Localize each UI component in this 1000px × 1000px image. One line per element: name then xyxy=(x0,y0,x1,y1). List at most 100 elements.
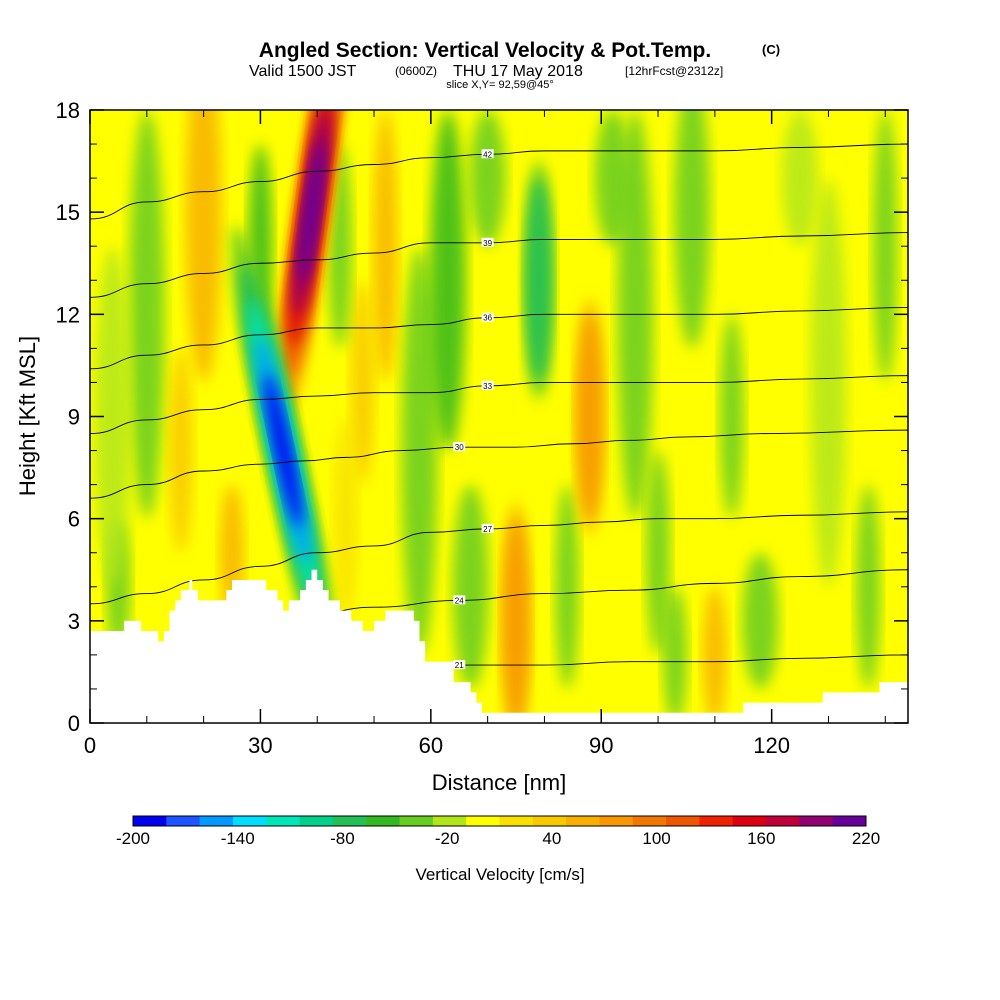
colorbar-tick-label-6: 160 xyxy=(747,829,775,848)
subtitle-fcst: [12hrFcst@2312z] xyxy=(625,64,723,78)
colorbar-swatch-4 xyxy=(266,816,301,826)
velocity-cell-13 xyxy=(719,314,744,519)
downdraft-core-4-1 xyxy=(525,178,552,383)
colorbar-swatch-3 xyxy=(232,816,267,826)
isentrope-label-36: 36 xyxy=(483,314,492,323)
subtitle-prefix: Valid 1500 JST xyxy=(249,63,357,80)
colorbar-swatch-12 xyxy=(532,816,567,826)
colorbar-tick-label-0: -200 xyxy=(116,829,150,848)
velocity-cell-8 xyxy=(350,280,375,485)
isentrope-label-27: 27 xyxy=(483,525,492,534)
colorbar xyxy=(132,815,867,827)
isentrope-label-bg-42 xyxy=(481,149,494,159)
x-tick-label-0: 0 xyxy=(84,733,96,758)
isentrope-30 xyxy=(90,429,908,499)
x-tick-label-90: 90 xyxy=(589,733,613,758)
isentrope-label-30: 30 xyxy=(455,443,464,452)
y-tick-label-18: 18 xyxy=(56,98,80,123)
colorbar-swatch-14 xyxy=(599,816,634,826)
velocity-cell-26 xyxy=(469,110,506,247)
x-tick-label-120: 120 xyxy=(753,733,790,758)
x-axis-label: Distance [nm] xyxy=(432,770,567,795)
isentrope-label-21: 21 xyxy=(455,661,464,670)
velocity-cell-9 xyxy=(333,416,358,621)
velocity-cell-6 xyxy=(429,110,466,451)
velocity-cell-22 xyxy=(856,484,881,689)
colorbar-swatch-11 xyxy=(499,816,534,826)
velocity-cell-14 xyxy=(742,552,779,689)
velocity-field xyxy=(94,110,898,723)
velocity-cell-21 xyxy=(702,586,727,723)
isentrope-label-bg-30 xyxy=(453,442,466,452)
colorbar-ticks: -200 -140 -80 -20 40 100 160 220 xyxy=(116,829,880,848)
isentrope-label-39: 39 xyxy=(483,239,492,248)
chart-title: Angled Section: Vertical Velocity & Pot.… xyxy=(259,39,711,62)
colorbar-swatch-10 xyxy=(466,816,500,826)
isentrope-39 xyxy=(90,232,908,298)
isentrope-label-33: 33 xyxy=(483,382,492,391)
updraft-core-0-5 xyxy=(298,141,325,284)
isentrope-label-24: 24 xyxy=(455,596,464,605)
colorbar-swatch-2 xyxy=(199,816,234,826)
chart-title-tag: (C) xyxy=(762,42,780,57)
velocity-cell-12 xyxy=(674,110,711,349)
velocity-cell-23 xyxy=(94,246,131,587)
colorbar-tick-label-7: 220 xyxy=(852,829,880,848)
colorbar-swatch-6 xyxy=(332,816,367,826)
colorbar-swatch-13 xyxy=(566,816,600,826)
isentrope-42 xyxy=(90,143,908,220)
isentrope-27 xyxy=(90,511,908,605)
y-tick-label-12: 12 xyxy=(56,302,80,327)
velocity-cell-20 xyxy=(555,484,580,689)
velocity-cell-7 xyxy=(373,110,398,383)
colorbar-swatch-20 xyxy=(799,816,834,826)
colorbar-swatch-15 xyxy=(632,816,667,826)
isentropes: 21 24 27 30 33 36 39 42 xyxy=(90,143,908,707)
subtitle-date: THU 17 May 2018 xyxy=(453,63,583,80)
isentrope-label-bg-27 xyxy=(481,523,494,533)
y-tick-label-3: 3 xyxy=(68,609,80,634)
x-tick-label-60: 60 xyxy=(419,733,443,758)
isentrope-36 xyxy=(90,307,908,370)
colorbar-label: Vertical Velocity [cm/s] xyxy=(415,865,584,884)
colorbar-swatch-16 xyxy=(666,816,700,826)
y-tick-label-15: 15 xyxy=(56,200,80,225)
terrain-mask xyxy=(90,569,908,723)
velocity-cell-11 xyxy=(646,450,671,655)
colorbar-frame xyxy=(132,815,867,827)
velocity-cell-1 xyxy=(185,110,222,383)
colorbar-tick-label-5: 100 xyxy=(642,829,670,848)
velocity-cell-27 xyxy=(594,110,631,247)
colorbar-swatch-8 xyxy=(399,816,434,826)
colorbar-tick-label-1: -140 xyxy=(221,829,255,848)
y-tick-label-6: 6 xyxy=(68,507,80,532)
velocity-cell-19 xyxy=(663,586,688,723)
velocity-cell-5 xyxy=(401,246,438,655)
updraft-core-3-1 xyxy=(576,311,604,522)
x-tick-label-30: 30 xyxy=(248,733,272,758)
velocity-cell-16 xyxy=(873,110,898,383)
isentrope-33 xyxy=(90,375,908,434)
colorbar-swatch-18 xyxy=(732,816,767,826)
isentrope-label-bg-36 xyxy=(481,312,494,322)
y-tick-label-0: 0 xyxy=(68,711,80,736)
chart-subtitle: Valid 1500 JST (0600Z) THU 17 May 2018 [… xyxy=(249,63,723,80)
colorbar-swatch-9 xyxy=(432,816,467,826)
downdraft-core-1-4 xyxy=(264,374,302,527)
slice-note: slice X,Y= 92,59@45° xyxy=(446,79,554,91)
isentrope-label-bg-24 xyxy=(453,595,466,605)
colorbar-swatch-17 xyxy=(699,816,734,826)
isentrope-label-bg-33 xyxy=(481,380,494,390)
isentrope-label-bg-21 xyxy=(453,660,466,670)
velocity-cell-18 xyxy=(452,484,489,689)
colorbar-tick-label-4: 40 xyxy=(542,829,561,848)
colorbar-swatch-0 xyxy=(133,816,167,826)
subtitle-zulu: (0600Z) xyxy=(395,64,437,78)
colorbar-swatch-19 xyxy=(766,816,800,826)
colorbar-tick-label-2: -80 xyxy=(330,829,355,848)
isentrope-label-bg-39 xyxy=(481,237,494,247)
velocity-cell-2 xyxy=(168,348,193,553)
